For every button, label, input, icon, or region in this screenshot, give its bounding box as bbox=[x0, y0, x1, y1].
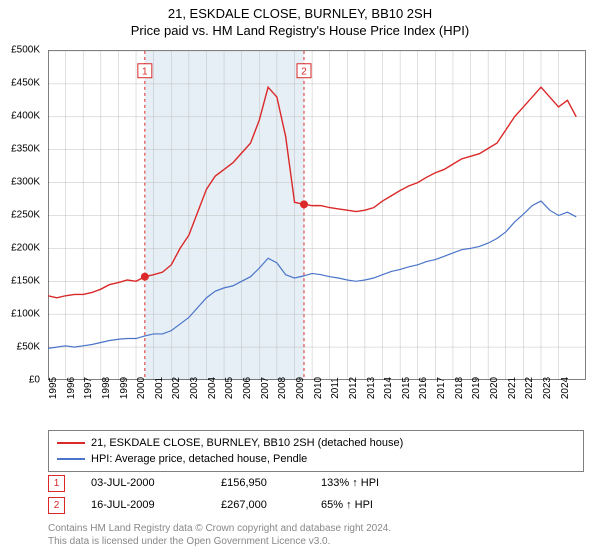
x-tick-label: 2015 bbox=[401, 377, 412, 399]
title-line1: 21, ESKDALE CLOSE, BURNLEY, BB10 2SH bbox=[0, 6, 600, 21]
x-tick-label: 2014 bbox=[383, 377, 394, 399]
transaction-price: £267,000 bbox=[221, 499, 321, 511]
chart-area: 12 bbox=[48, 50, 586, 380]
x-tick-label: 2010 bbox=[313, 377, 324, 399]
x-tick-label: 1999 bbox=[119, 377, 130, 399]
y-tick-label: £450K bbox=[11, 78, 40, 89]
footer-line1: Contains HM Land Registry data © Crown c… bbox=[48, 522, 584, 535]
x-tick-label: 2000 bbox=[136, 377, 147, 399]
x-tick-label: 2023 bbox=[542, 377, 553, 399]
transaction-price: £156,950 bbox=[221, 477, 321, 489]
legend-label: HPI: Average price, detached house, Pend… bbox=[91, 453, 307, 465]
footer-line2: This data is licensed under the Open Gov… bbox=[48, 535, 584, 548]
x-tick-label: 2020 bbox=[489, 377, 500, 399]
x-tick-label: 2003 bbox=[189, 377, 200, 399]
y-tick-label: £250K bbox=[11, 210, 40, 221]
y-tick-label: £350K bbox=[11, 144, 40, 155]
x-tick-label: 1995 bbox=[48, 377, 59, 399]
x-tick-label: 2016 bbox=[418, 377, 429, 399]
x-axis: 1995199619971998199920002001200220032004… bbox=[48, 384, 586, 424]
chart-container: 21, ESKDALE CLOSE, BURNLEY, BB10 2SH Pri… bbox=[0, 0, 600, 560]
transaction-date: 03-JUL-2000 bbox=[91, 477, 221, 489]
y-tick-label: £50K bbox=[17, 342, 40, 353]
x-tick-label: 2006 bbox=[242, 377, 253, 399]
x-tick-label: 2002 bbox=[171, 377, 182, 399]
x-tick-label: 2012 bbox=[348, 377, 359, 399]
transaction-pct: 65% ↑ HPI bbox=[321, 499, 373, 511]
y-tick-label: £300K bbox=[11, 177, 40, 188]
title-block: 21, ESKDALE CLOSE, BURNLEY, BB10 2SH Pri… bbox=[0, 0, 600, 38]
x-tick-label: 1998 bbox=[101, 377, 112, 399]
legend-label: 21, ESKDALE CLOSE, BURNLEY, BB10 2SH (de… bbox=[91, 437, 403, 449]
x-tick-label: 2021 bbox=[507, 377, 518, 399]
legend-row: 21, ESKDALE CLOSE, BURNLEY, BB10 2SH (de… bbox=[57, 435, 575, 451]
y-tick-label: £0 bbox=[29, 375, 40, 386]
x-tick-label: 2007 bbox=[260, 377, 271, 399]
x-tick-label: 2018 bbox=[454, 377, 465, 399]
x-tick-label: 2005 bbox=[224, 377, 235, 399]
svg-text:2: 2 bbox=[301, 67, 307, 78]
legend-row: HPI: Average price, detached house, Pend… bbox=[57, 451, 575, 467]
svg-text:1: 1 bbox=[142, 67, 148, 78]
x-tick-label: 2024 bbox=[560, 377, 571, 399]
x-tick-label: 1997 bbox=[83, 377, 94, 399]
y-tick-label: £500K bbox=[11, 45, 40, 56]
y-tick-label: £400K bbox=[11, 111, 40, 122]
footer: Contains HM Land Registry data © Crown c… bbox=[48, 522, 584, 548]
y-tick-label: £150K bbox=[11, 276, 40, 287]
transaction-badge: 1 bbox=[48, 475, 65, 492]
x-tick-label: 2011 bbox=[330, 377, 341, 399]
x-tick-label: 1996 bbox=[66, 377, 77, 399]
transaction-date: 16-JUL-2009 bbox=[91, 499, 221, 511]
transaction-pct: 133% ↑ HPI bbox=[321, 477, 379, 489]
transaction-badge: 2 bbox=[48, 497, 65, 514]
legend-swatch bbox=[57, 458, 85, 460]
x-tick-label: 2008 bbox=[277, 377, 288, 399]
x-tick-label: 2019 bbox=[471, 377, 482, 399]
x-tick-label: 2001 bbox=[154, 377, 165, 399]
x-tick-label: 2022 bbox=[524, 377, 535, 399]
y-tick-label: £100K bbox=[11, 309, 40, 320]
chart-svg: 12 bbox=[48, 51, 585, 380]
title-line2: Price paid vs. HM Land Registry's House … bbox=[0, 23, 600, 38]
x-tick-label: 2009 bbox=[295, 377, 306, 399]
legend-swatch bbox=[57, 442, 85, 444]
transaction-row: 2 16-JUL-2009£267,00065% ↑ HPI bbox=[48, 494, 584, 516]
x-tick-label: 2017 bbox=[436, 377, 447, 399]
x-tick-label: 2013 bbox=[366, 377, 377, 399]
transaction-row: 1 03-JUL-2000£156,950133% ↑ HPI bbox=[48, 472, 584, 494]
x-tick-label: 2004 bbox=[207, 377, 218, 399]
y-tick-label: £200K bbox=[11, 243, 40, 254]
y-axis: £0£50K£100K£150K£200K£250K£300K£350K£400… bbox=[0, 50, 44, 380]
legend: 21, ESKDALE CLOSE, BURNLEY, BB10 2SH (de… bbox=[48, 430, 584, 472]
transactions-block: 1 03-JUL-2000£156,950133% ↑ HPI 2 16-JUL-20… bbox=[48, 472, 584, 516]
